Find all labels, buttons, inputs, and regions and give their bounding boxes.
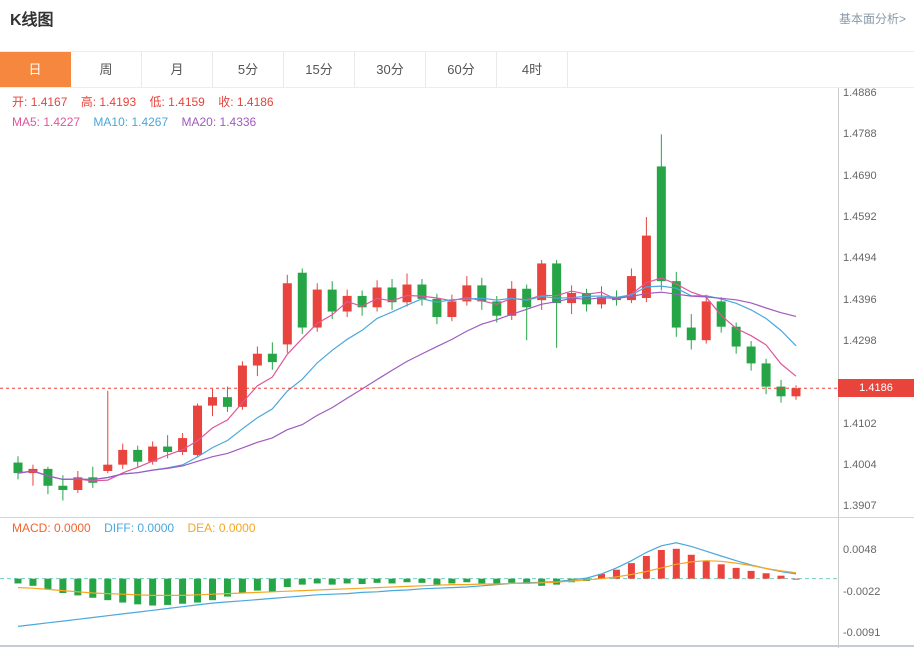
price-axis-label: 1.4592 bbox=[843, 211, 877, 224]
low-value: 1.4159 bbox=[168, 95, 205, 109]
ma5-value: 1.4227 bbox=[43, 115, 81, 129]
dea-label: DEA: bbox=[187, 521, 216, 535]
open-label: 开: bbox=[12, 95, 28, 109]
price-axis-border bbox=[838, 88, 839, 648]
tab-60min[interactable]: 60分 bbox=[426, 52, 497, 87]
price-axis-label: 1.4102 bbox=[843, 417, 877, 430]
tab-5min[interactable]: 5分 bbox=[213, 52, 284, 87]
tab-week[interactable]: 周 bbox=[71, 52, 142, 87]
price-axis-label: 1.4690 bbox=[843, 169, 877, 182]
macd-value-readout: MACD: 0.0000 bbox=[12, 521, 91, 535]
price-axis-label: 1.4298 bbox=[843, 335, 877, 348]
candlestick-chart[interactable] bbox=[0, 88, 838, 517]
tab-4hour[interactable]: 4时 bbox=[497, 52, 568, 87]
ma20-label: MA20: bbox=[181, 115, 217, 129]
dea-value: 0.0000 bbox=[218, 521, 256, 535]
high-label: 高: bbox=[80, 95, 97, 109]
ma5-label: MA5: bbox=[12, 115, 41, 129]
open-value: 1.4167 bbox=[30, 95, 68, 109]
diff-value-readout: DIFF: 0.0000 bbox=[104, 521, 174, 535]
diff-value: 0.0000 bbox=[137, 521, 175, 535]
price-axis-label: 1.4396 bbox=[843, 293, 877, 306]
tab-30min[interactable]: 30分 bbox=[355, 52, 426, 87]
macd-axis-label: -0.0091 bbox=[843, 627, 881, 639]
ma-readout: MA5: 1.4227 MA10: 1.4267 MA20: 1.4336 bbox=[12, 115, 266, 129]
ma10-readout: MA10: 1.4267 bbox=[93, 115, 168, 129]
ma20-value: 1.4336 bbox=[219, 115, 257, 129]
interval-tabbar: 日 周 月 5分 15分 30分 60分 4时 bbox=[0, 51, 914, 88]
ma10-value: 1.4267 bbox=[131, 115, 169, 129]
open-readout: 开: 1.4167 bbox=[12, 95, 67, 109]
price-axis-label: 1.4004 bbox=[843, 459, 877, 472]
ma5-readout: MA5: 1.4227 bbox=[12, 115, 80, 129]
fundamental-analysis-link[interactable]: 基本面分析> bbox=[838, 12, 906, 26]
tab-month[interactable]: 月 bbox=[142, 52, 213, 87]
low-readout: 低: 1.4159 bbox=[149, 95, 204, 109]
high-value: 1.4193 bbox=[99, 95, 137, 109]
dea-value-readout: DEA: 0.0000 bbox=[187, 521, 255, 535]
current-price-tag: 1.4186 bbox=[838, 379, 914, 398]
diff-label: DIFF: bbox=[104, 521, 135, 535]
price-axis-label: 1.3907 bbox=[843, 500, 877, 512]
macd-chart[interactable] bbox=[0, 517, 838, 648]
high-readout: 高: 1.4193 bbox=[81, 95, 136, 109]
macd-label: MACD: bbox=[12, 521, 51, 535]
page-title: K线图 bbox=[10, 12, 54, 29]
ma20-readout: MA20: 1.4336 bbox=[181, 115, 256, 129]
price-axis-label: 1.4788 bbox=[843, 128, 877, 141]
bottom-border bbox=[0, 645, 914, 647]
macd-value: 0.0000 bbox=[54, 521, 91, 535]
ohlc-readout: 开: 1.4167 高: 1.4193 低: 1.4159 收: 1.4186 bbox=[12, 93, 284, 110]
low-label: 低: bbox=[149, 95, 165, 109]
price-axis-label: 1.4886 bbox=[843, 87, 877, 99]
tab-15min[interactable]: 15分 bbox=[284, 52, 355, 87]
macd-axis-label: 0.0048 bbox=[843, 544, 877, 556]
tab-day[interactable]: 日 bbox=[0, 52, 71, 87]
price-axis-label: 1.4494 bbox=[843, 252, 877, 265]
macd-readout: MACD: 0.0000 DIFF: 0.0000 DEA: 0.0000 bbox=[12, 521, 266, 535]
panel-divider bbox=[0, 517, 914, 518]
macd-axis-label: -0.0022 bbox=[843, 585, 881, 598]
close-readout: 收: 1.4186 bbox=[218, 95, 273, 109]
ma10-label: MA10: bbox=[93, 115, 129, 129]
close-label: 收: bbox=[218, 95, 234, 109]
close-value: 1.4186 bbox=[236, 95, 274, 109]
